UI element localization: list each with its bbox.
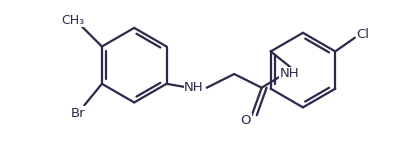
Text: CH₃: CH₃ [61, 14, 84, 26]
Text: Br: Br [71, 107, 86, 120]
Text: O: O [241, 114, 251, 127]
Text: Cl: Cl [356, 28, 369, 41]
Text: NH: NH [184, 81, 204, 94]
Text: NH: NH [279, 67, 299, 81]
